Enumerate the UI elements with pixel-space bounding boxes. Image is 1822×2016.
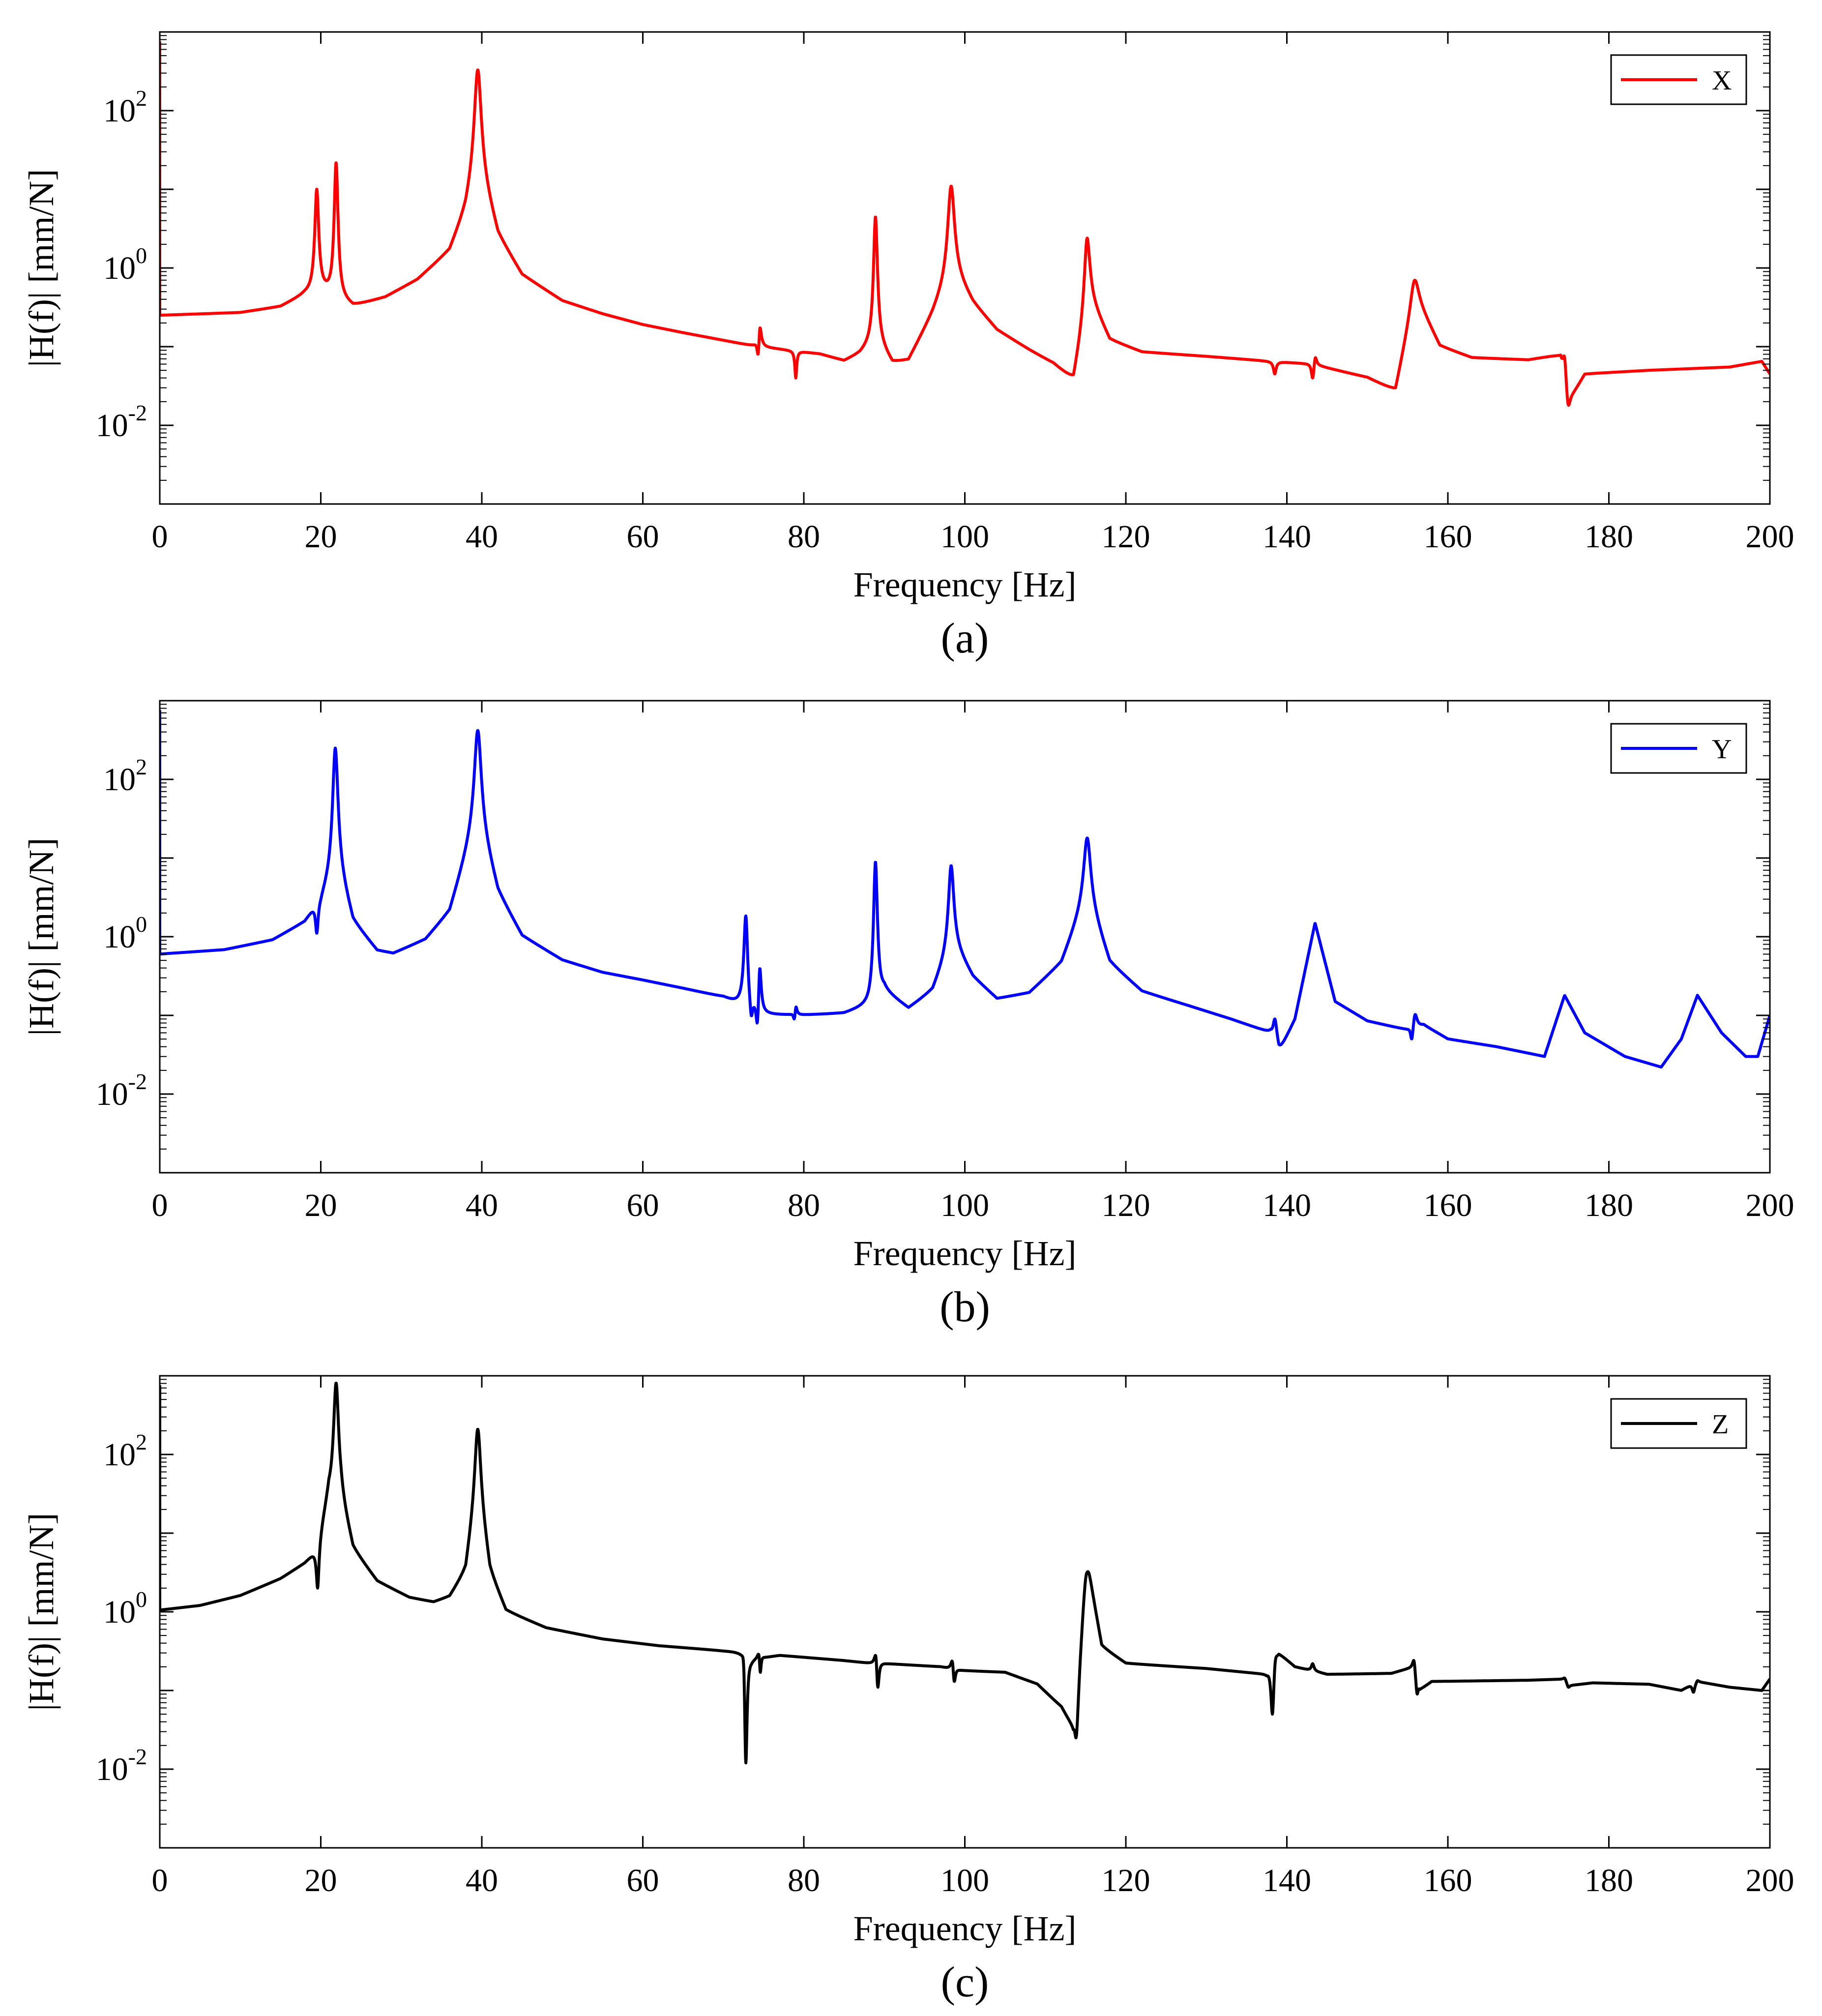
x-tick-label: 160 [1424, 519, 1472, 555]
x-tick-label: 40 [466, 1863, 498, 1898]
legend-label: Z [1712, 1409, 1729, 1440]
x-tick-label: 200 [1746, 1863, 1794, 1898]
legend: Z [1610, 1398, 1747, 1449]
x-tick-label: 120 [1102, 519, 1150, 555]
x-tick-label: 140 [1263, 1187, 1311, 1223]
x-tick-label: 200 [1746, 519, 1794, 555]
y-tick-label: 102 [103, 754, 147, 798]
x-tick-label: 100 [940, 519, 989, 555]
y-axis-title: |H(f)| [mm/N] [22, 169, 61, 367]
x-tick-label: 40 [466, 1187, 498, 1223]
x-tick-label: 20 [305, 519, 337, 555]
x-tick-label: 80 [788, 519, 820, 555]
series-line-y [160, 710, 1770, 1069]
x-axis-title: Frequency [Hz] [853, 565, 1077, 604]
y-tick-label: 100 [103, 912, 147, 955]
x-tick-label: 60 [627, 1863, 659, 1898]
legend: X [1610, 54, 1747, 105]
y-tick-label: 100 [103, 1587, 147, 1630]
panel-z: 0 20 40 60 80 100 120 140 160 180 200 102 100 10-2 Fre… [22, 1375, 1794, 2006]
panel-y: 0 20 40 60 80 100 120 140 160 180 200 102 100 10-2 Fre… [22, 700, 1794, 1331]
y-axis-title: |H(f)| [mm/N] [22, 1513, 61, 1711]
x-tick-label: 180 [1585, 1187, 1633, 1223]
y-tick-label: 10-2 [96, 1069, 147, 1112]
y-tick-label: 10-2 [96, 400, 147, 444]
x-axis-title: Frequency [Hz] [853, 1909, 1077, 1948]
x-tick-label: 40 [466, 519, 498, 555]
x-tick-label: 20 [305, 1863, 337, 1898]
y-tick-label: 102 [103, 86, 147, 129]
panel-x: 0 20 40 60 80 100 120 140 160 180 200 102 100 10-2 Fre… [22, 31, 1794, 662]
x-tick-label: 100 [940, 1863, 989, 1898]
plot-frame [159, 700, 1771, 1174]
panel-caption: (b) [940, 1283, 990, 1331]
x-tick-label: 180 [1585, 519, 1633, 555]
y-axis-title: |H(f)| [mm/N] [22, 838, 61, 1036]
x-tick-label: 160 [1424, 1863, 1472, 1898]
x-tick-label: 20 [305, 1187, 337, 1223]
x-tick-label: 60 [627, 1187, 659, 1223]
plot-frame [159, 1375, 1771, 1849]
legend-label: X [1712, 65, 1732, 96]
series-line-z [160, 1382, 1770, 1765]
x-tick-label: 0 [152, 519, 168, 555]
x-tick-label: 60 [627, 519, 659, 555]
y-tick-label: 100 [103, 243, 147, 286]
x-tick-label: 180 [1585, 1863, 1633, 1898]
x-tick-label: 120 [1102, 1187, 1150, 1223]
x-tick-label: 120 [1102, 1863, 1150, 1898]
y-tick-label: 10-2 [96, 1744, 147, 1787]
series-line-x [160, 41, 1770, 407]
panel-caption: (c) [941, 1958, 989, 2006]
panel-caption: (a) [941, 615, 989, 662]
x-tick-label: 0 [152, 1187, 168, 1223]
plot-frame [159, 31, 1771, 505]
x-tick-label: 80 [788, 1863, 820, 1898]
x-tick-label: 0 [152, 1863, 168, 1898]
x-tick-label: 160 [1424, 1187, 1472, 1223]
legend-label: Y [1712, 734, 1732, 765]
x-axis-title: Frequency [Hz] [853, 1234, 1077, 1273]
y-tick-label: 102 [103, 1429, 147, 1473]
x-tick-label: 140 [1263, 1863, 1311, 1898]
x-tick-label: 140 [1263, 519, 1311, 555]
legend: Y [1610, 723, 1747, 774]
x-tick-label: 100 [940, 1187, 989, 1223]
x-tick-label: 80 [788, 1187, 820, 1223]
x-tick-label: 200 [1746, 1187, 1794, 1223]
